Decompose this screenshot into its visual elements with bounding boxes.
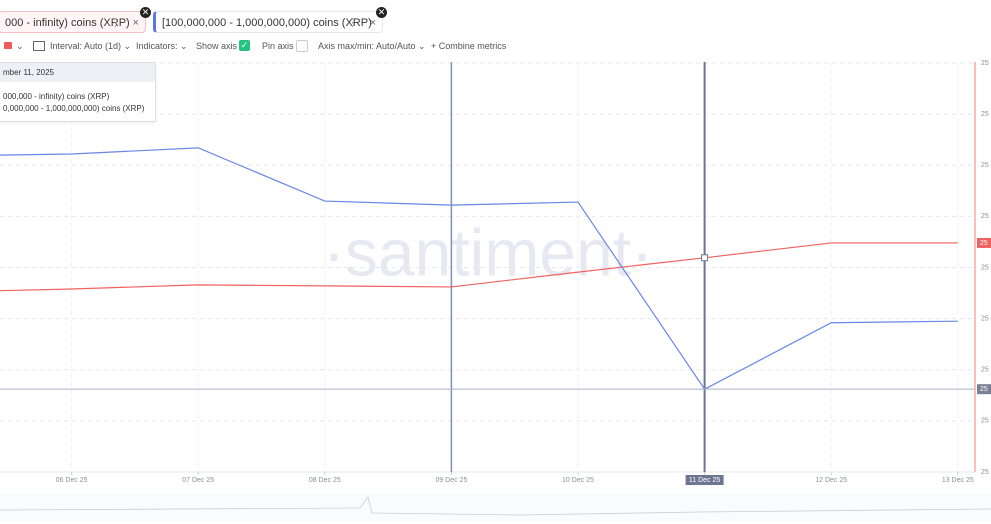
series-line — [0, 147, 958, 390]
axis-minmax[interactable]: Axis max/min: Auto/Auto ⌄ — [318, 41, 426, 51]
tooltip: mber 11, 2025 000,000 - infinity) coins … — [0, 62, 156, 122]
x-tick-label: 09 Dec 25 — [435, 477, 467, 484]
label: Interval: Auto (1d) — [50, 41, 122, 51]
x-highlight — [685, 475, 724, 485]
hover-point — [701, 254, 709, 262]
tab[interactable]: 000 - infinity) coins (XRP) ⋮ × — [0, 11, 146, 33]
close-icon[interactable]: ✕ — [140, 7, 151, 18]
close-icon[interactable]: ✕ — [376, 7, 387, 18]
value-label: 25 — [980, 240, 988, 247]
indicators[interactable]: Indicators: ⌄ — [136, 41, 188, 51]
dropdown[interactable]: ⌄ — [16, 41, 24, 51]
series-line — [0, 242, 958, 292]
tab[interactable]: [100,000,000 - 1,000,000,000) coins (XRP… — [153, 11, 383, 33]
y-tick-label: 25 — [981, 60, 989, 67]
legend-entry: 000,000 - infinity) coins (XRP) — [3, 92, 110, 101]
label: Axis max/min: Auto/Auto — [318, 41, 416, 51]
checkbox[interactable]: ✓ — [239, 40, 250, 51]
navigator[interactable] — [0, 493, 991, 521]
label: Combine metrics — [438, 41, 507, 51]
x-highlight-label: 11 Dec 25 — [689, 477, 720, 484]
x-tick-label: 07 Dec 25 — [182, 477, 214, 484]
interval[interactable]: Interval: Auto (1d) ⌄ — [50, 41, 132, 51]
x-tick-label: 06 Dec 25 — [56, 477, 88, 484]
y-tick-label: 25 — [981, 264, 989, 271]
y-tick-label: 25 — [981, 315, 989, 322]
value-badge — [977, 384, 991, 395]
y-tick-label: 25 — [981, 162, 989, 169]
navigator-line — [0, 496, 991, 516]
tab-label: 000 - infinity) coins (XRP) — [5, 17, 130, 29]
checkbox[interactable] — [296, 40, 308, 52]
legend-entry: 0,000,000 - 1,000,000,000) coins (XRP) — [3, 104, 145, 113]
y-tick-label: 25 — [981, 418, 989, 425]
pin-axis: Pin axis — [262, 41, 294, 51]
x-tick-label: 08 Dec 25 — [309, 477, 341, 484]
y-tick-label: 25 — [981, 367, 989, 374]
x-tick-label: 12 Dec 25 — [815, 477, 847, 484]
value-label: 25 — [980, 386, 988, 393]
interval-icon — [33, 41, 45, 51]
y-tick-label: 25 — [981, 111, 989, 118]
combine[interactable]: + Combine metrics — [431, 41, 507, 51]
show-axis: Show axis — [196, 41, 238, 51]
label: Indicators: — [136, 41, 178, 51]
watermark: ·santiment· — [323, 215, 653, 289]
x-tick-label: 13 Dec 25 — [942, 477, 974, 484]
y-tick-label: 25 — [981, 469, 989, 476]
tooltip-date: mber 11, 2025 — [0, 63, 155, 82]
y-tick-label: 25 — [981, 213, 989, 220]
x-tick-label: 10 Dec 25 — [562, 477, 594, 484]
x-tick-label: 11 Dec 25 — [689, 477, 720, 484]
value-badge — [977, 237, 991, 248]
color-swatch[interactable] — [4, 42, 12, 49]
tab-label: [100,000,000 - 1,000,000,000) coins (XRP… — [162, 17, 372, 29]
